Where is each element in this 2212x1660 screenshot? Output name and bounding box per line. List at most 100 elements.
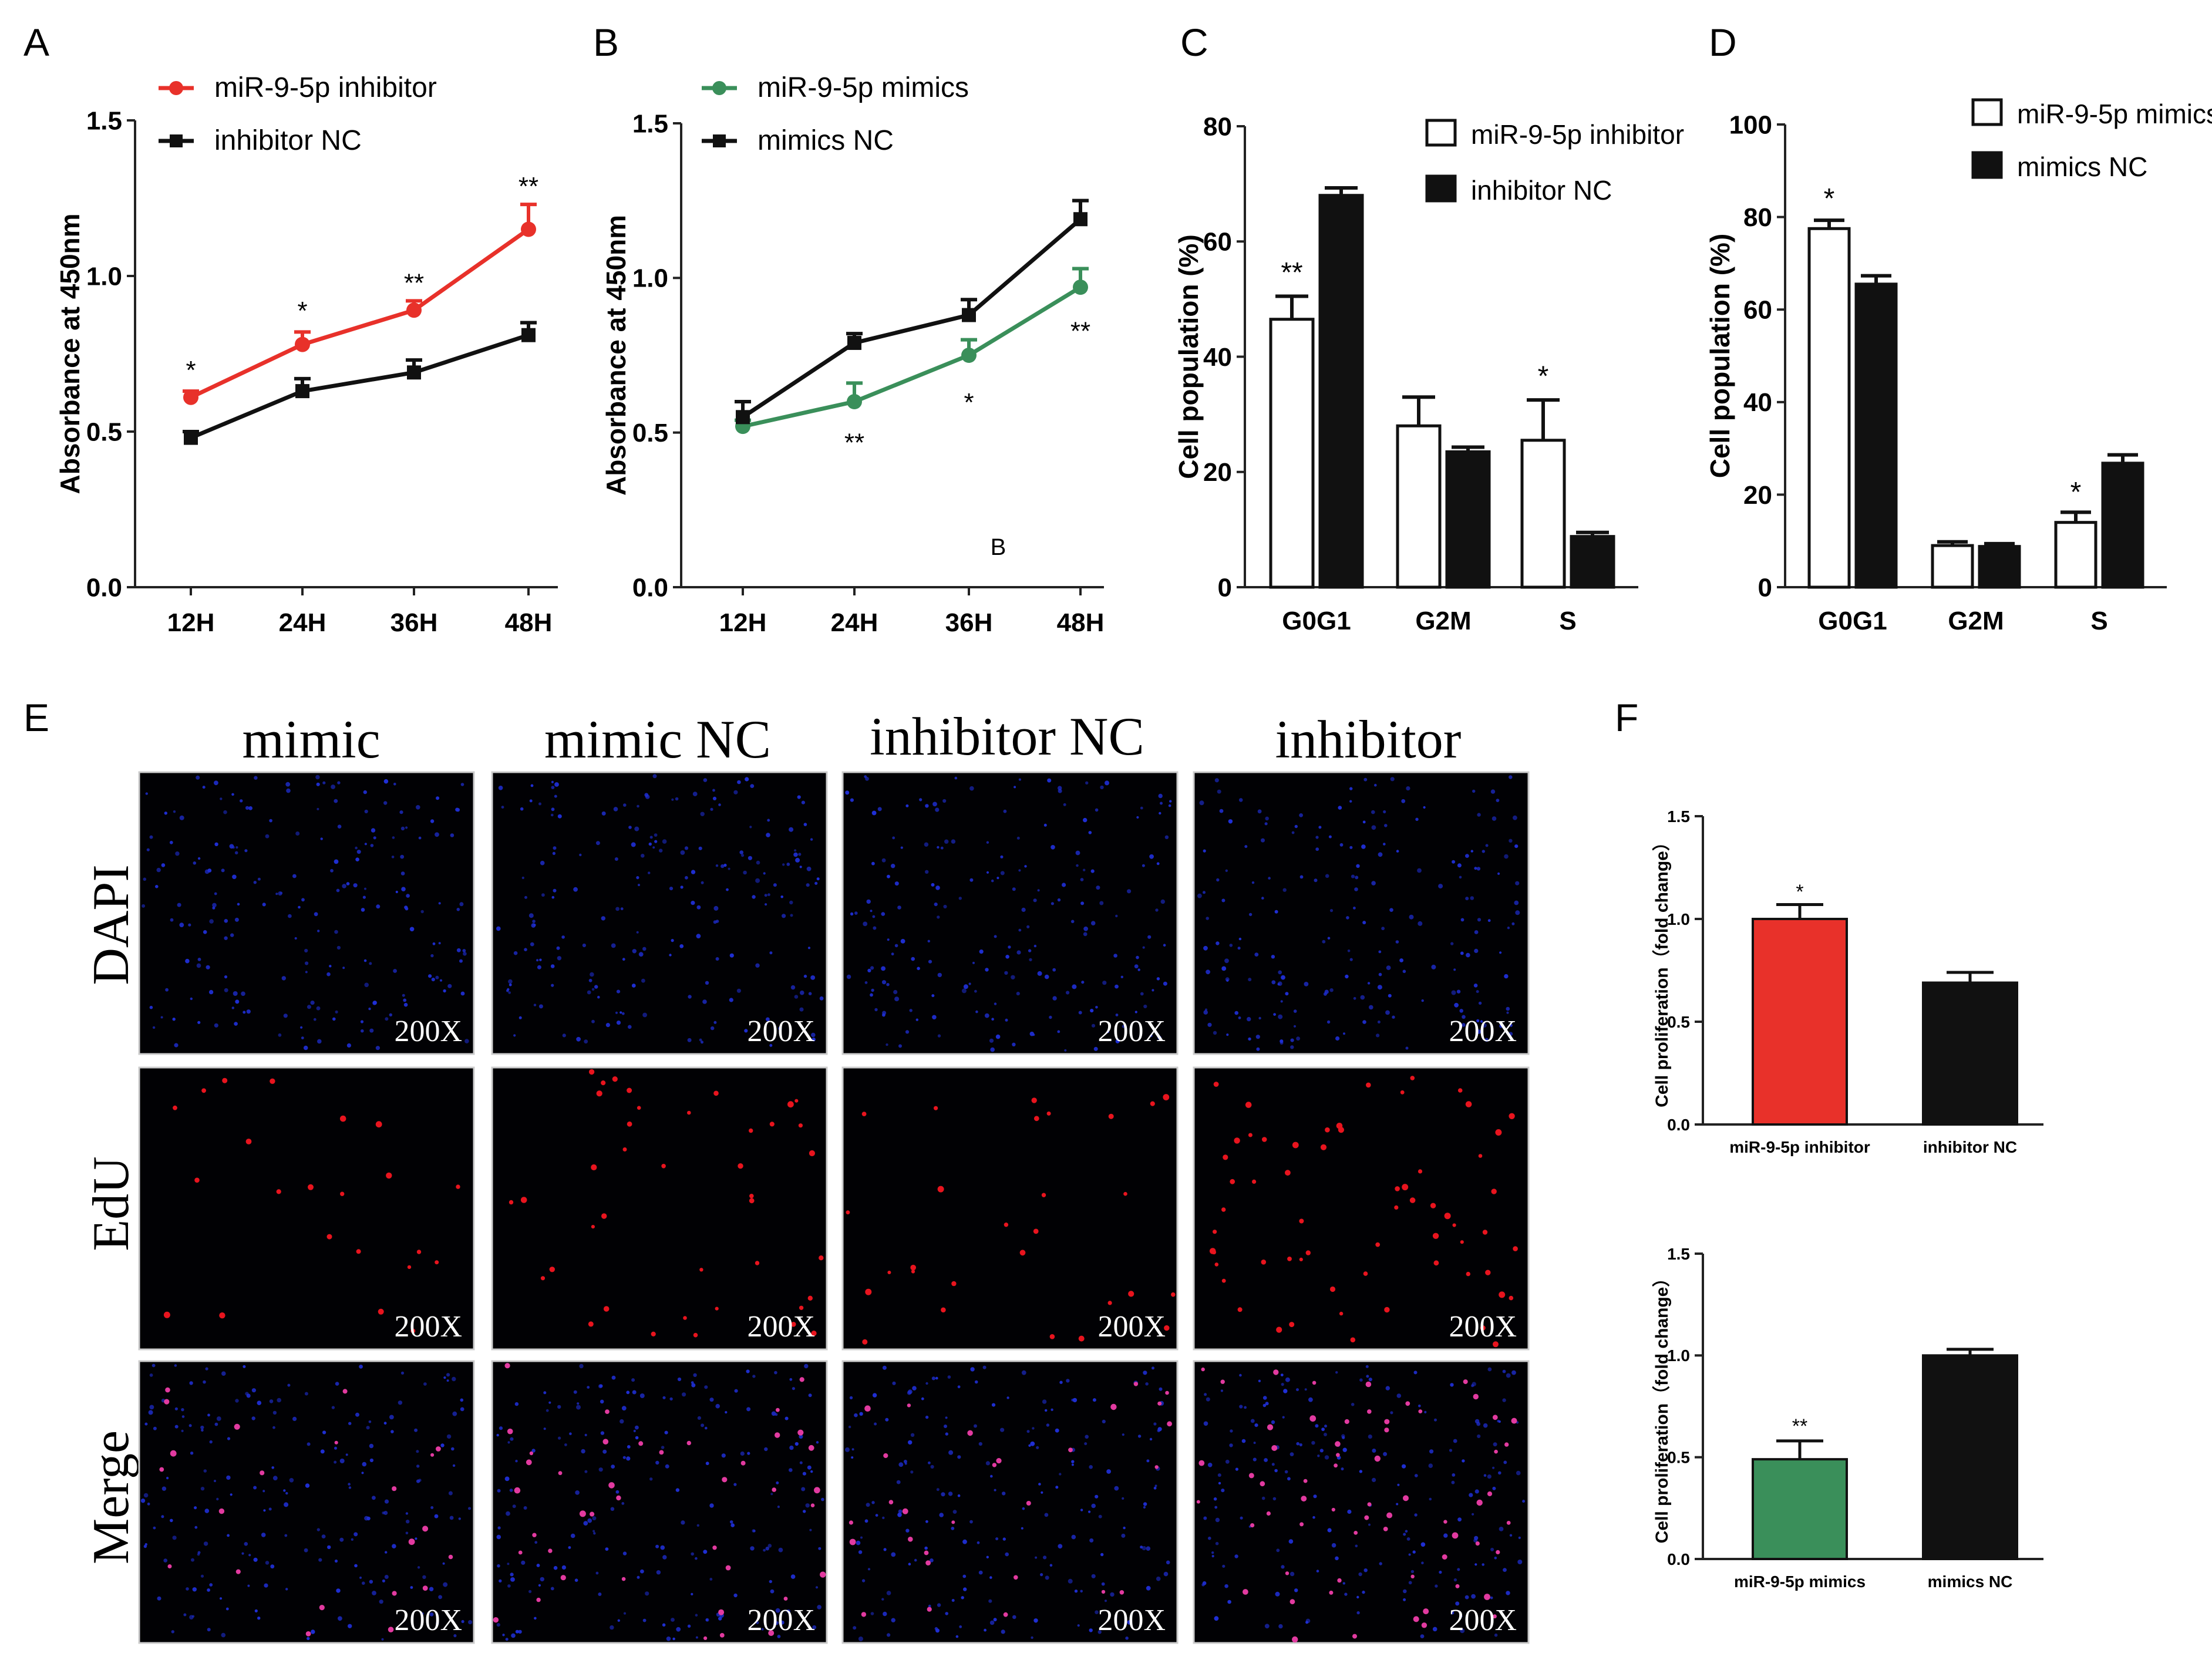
micrograph-edu-inhibitor-nc-edu-cell [941,1307,946,1313]
micrograph-merge-inhibitor-edu-cell [1413,1616,1419,1622]
micrograph-merge-inhibitor-nc-nucleus [978,1570,983,1575]
micrograph-merge-inhibitor-nc-nucleus [910,1433,915,1437]
micrograph-merge-mimic-nc-edu-cell [820,1571,826,1578]
micrograph-merge-mimic-nucleus [392,1544,396,1548]
micrograph-merge-mimic-nucleus [244,1542,248,1546]
micrograph-merge-mimic-nucleus [147,1502,150,1506]
micrograph-dapi-inhibitor-nc-nucleus [1168,804,1171,807]
micrograph-edu-inhibitor-edu-cell [1400,1090,1405,1095]
micrograph-dapi-mimic-nc-nucleus [786,863,790,866]
micrograph-edu-mimic-edu-cell [416,1250,422,1254]
micrograph-dapi-inhibitor-nc-nucleus [1008,945,1011,949]
B-legend-label: miR-9-5p mimics [757,72,969,103]
micrograph-dapi-inhibitor-nucleus [1248,978,1252,982]
micrograph-merge-mimic-nucleus [348,1422,352,1425]
micrograph-edu-inhibitor-edu-cell [1375,1242,1381,1247]
micrograph-merge-inhibitor-nucleus [1379,1562,1382,1565]
micrograph-dapi-mimic-nucleus [214,892,217,895]
micrograph-dapi-mimic-nucleus [173,810,176,813]
micrograph-dapi-mimic-nucleus [416,805,420,810]
micrograph-dapi-mimic-nucleus [393,783,396,786]
micrograph-merge-inhibitor-nc-nucleus [1091,1503,1096,1509]
micrograph-dapi-mimic-nc-nucleus [634,826,639,831]
micrograph-merge-mimic [138,1360,475,1644]
micrograph-dapi-mimic-nc-nucleus [628,1025,632,1029]
D-legend-label: mimics NC [2017,151,2147,182]
micrograph-dapi-inhibitor-nucleus [1217,789,1221,794]
micrograph-dapi-mimic-nc-nucleus [631,984,636,988]
panel-letter-b: B [593,21,619,64]
micrograph-merge-inhibitor-nucleus [1215,1541,1219,1545]
micrograph-merge-inhibitor-nucleus [1472,1513,1474,1516]
micrograph-dapi-mimic-nucleus [356,850,361,854]
micrograph-merge-mimic-nc-nucleus [761,1628,764,1631]
C-bar [1520,439,1566,589]
micrograph-dapi-mimic-nucleus [342,967,345,969]
micrograph-merge-inhibitor-nc-nucleus [1055,1486,1059,1489]
micrograph-dapi-inhibitor-nucleus [1499,1024,1503,1028]
micrograph-dapi-inhibitor-nc-nucleus [1142,946,1145,949]
micrograph-merge-mimic-nc-nucleus [794,1442,799,1446]
micrograph-dapi-mimic-nucleus [432,942,436,945]
micrograph-merge-inhibitor-nucleus [1497,1419,1500,1423]
micrograph-merge-mimic-nucleus [241,1552,244,1555]
micrograph-merge-mimic-nucleus [283,1489,286,1492]
micrograph-dapi-inhibitor-nc-nucleus [954,776,958,780]
micrograph-merge-inhibitor-nucleus [1324,1425,1327,1428]
micrograph-merge-inhibitor-nc-nucleus [939,1513,944,1517]
micrograph-dapi-inhibitor-nc-nucleus [1140,992,1144,996]
micrograph-merge-inhibitor-edu-cell [1455,1584,1460,1588]
micrograph-dapi-mimic-nc-nucleus [551,813,554,817]
micrograph-merge-inhibitor-edu-cell [1273,1369,1279,1375]
micrograph-dapi-inhibitor-nc-nucleus [975,1010,978,1013]
micrograph-dapi-inhibitor-nucleus [1362,820,1366,824]
micrograph-dapi-inhibitor-nucleus [1329,988,1334,992]
micrograph-merge-inhibitor-nucleus [1474,1563,1477,1566]
micrograph-dapi-mimic-nc-nucleus [613,807,618,812]
micrograph-merge-inhibitor-nucleus [1362,1590,1365,1594]
micrograph-dapi-mimic-nucleus [455,807,459,812]
micrograph-dapi-mimic-nucleus [214,842,218,847]
micrograph-edu-inhibitor-nc-edu-cell [846,1210,850,1215]
micrograph-dapi-mimic-nucleus [447,984,452,988]
micrograph-dapi-inhibitor-nc-nucleus [1037,971,1042,976]
micrograph-merge-mimic-nc-nucleus [570,1533,575,1538]
micrograph-dapi-inhibitor-nc-nucleus [1080,901,1085,905]
micrograph-col-inhibitor-nc: inhibitor NC [870,706,1144,766]
micrograph-merge-inhibitor-edu-cell [1367,1502,1372,1507]
micrograph-merge-inhibitor-nc-nucleus [907,1390,911,1395]
micrograph-dapi-inhibitor-nucleus [1299,875,1304,879]
micrograph-merge-mimic-nc-nucleus [621,1502,625,1505]
B-significance-label: ** [1070,317,1090,346]
micrograph-merge-mimic-nucleus [284,1502,289,1507]
micrograph-dapi-mimic-nc-nucleus [705,981,709,985]
A-point [183,389,198,405]
micrograph-dapi-mimic-nc-nucleus [541,893,545,897]
micrograph-dapi-inhibitor-nc-nucleus [937,915,940,919]
micrograph-dapi-inhibitor-nucleus [1396,850,1399,853]
micrograph-merge-inhibitor-nc-nucleus [1045,1575,1049,1580]
micrograph-dapi-inhibitor-nucleus [1353,907,1356,910]
micrograph-merge-inhibitor-nc-nucleus [935,1376,938,1380]
micrograph-merge-mimic-nc-nucleus [499,1579,502,1582]
micrograph-dapi-mimic-nc-nucleus [679,944,684,948]
micrograph-merge-inhibitor-nucleus [1241,1439,1246,1443]
F1-x-tick-label: inhibitor NC [1923,1138,2017,1156]
micrograph-merge-mimic-nc-nucleus [664,1430,668,1435]
micrograph-dapi-mimic-nucleus [185,958,190,964]
micrograph-dapi-mimic-nucleus [376,904,381,909]
micrograph-edu-inhibitor-edu-cell [1285,1170,1291,1176]
micrograph-merge-inhibitor-nc-nucleus [945,1612,948,1615]
micrograph-edu-inhibitor-nc-edu-cell [1041,1193,1046,1197]
micrograph-dapi-mimic-nc-nucleus [782,863,785,866]
micrograph-merge-mimic-nc-nucleus [777,1635,781,1638]
micrograph-merge-mimic-nc-nucleus [514,1402,519,1406]
B-significance-label: ** [844,428,864,457]
micrograph-dapi-mimic-nc-nucleus [638,884,640,887]
micrograph-merge-mimic-nucleus [369,1580,373,1584]
micrograph-merge-mimic-nc-nucleus [497,1564,500,1568]
micrograph-dapi-mimic-nc-nucleus [508,979,513,984]
micrograph-merge-mimic-nucleus [304,1392,308,1396]
C-bar [1445,450,1491,589]
micrograph-merge-mimic-nc-nucleus [502,1634,505,1637]
